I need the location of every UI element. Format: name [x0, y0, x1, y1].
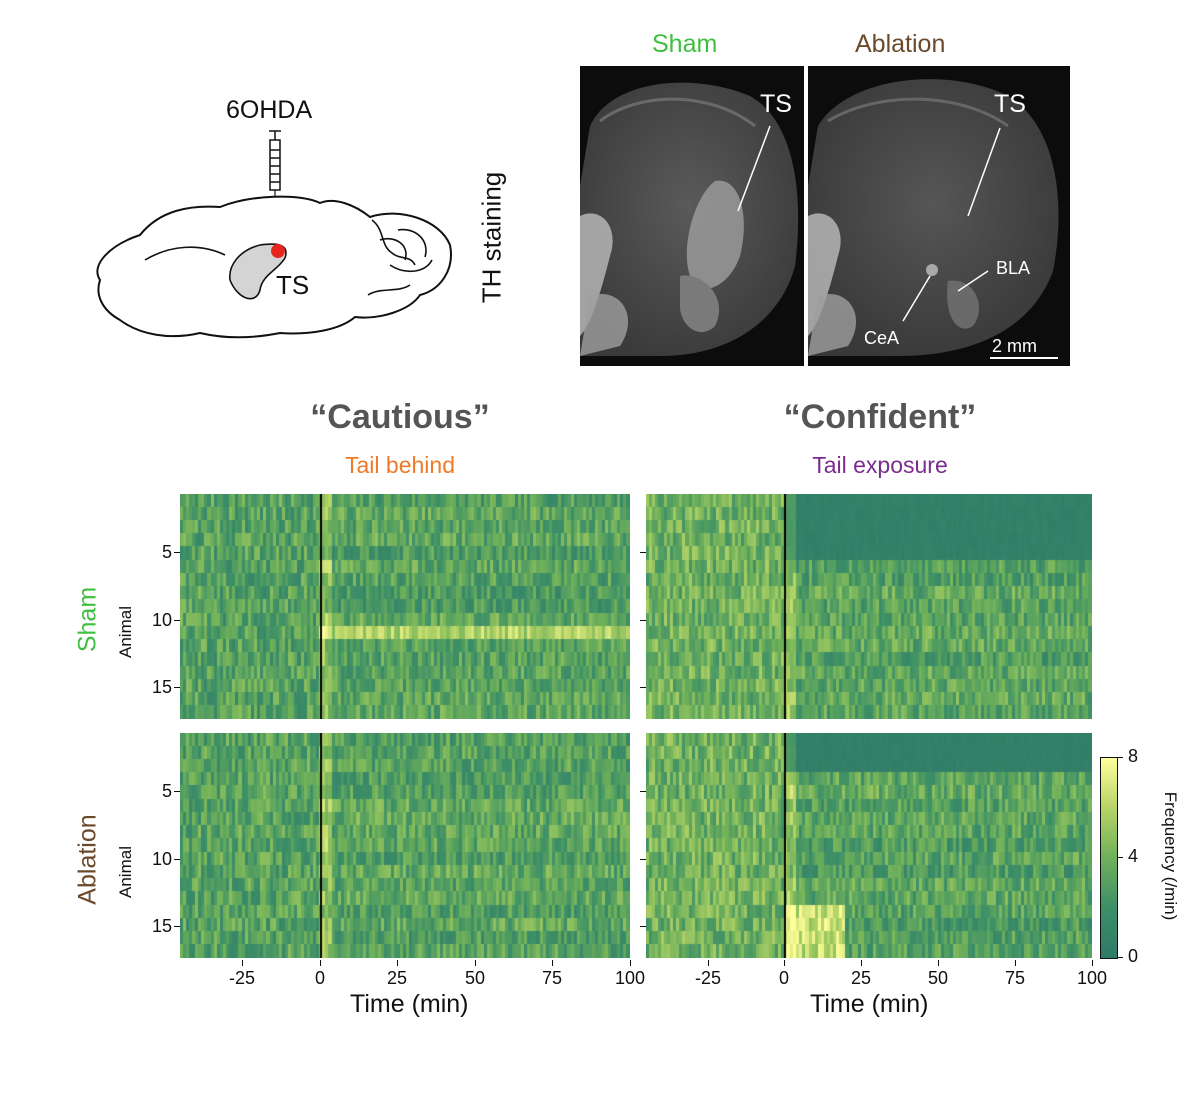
x-tick-label: 100 — [1076, 968, 1108, 988]
x-tick-mark — [784, 960, 785, 966]
colorbar-label: Frequency (/min) — [1161, 791, 1180, 921]
y-tick-mark — [640, 620, 646, 621]
y-tick-label: 15 — [151, 916, 172, 936]
cerebellum-folds — [367, 219, 433, 296]
ts-region — [229, 243, 287, 300]
x-tick-mark — [475, 960, 476, 966]
y-tick-label: 15 — [151, 677, 172, 697]
x-tick-label: 0 — [314, 968, 325, 988]
x-tick-label: 75 — [541, 968, 563, 988]
micrograph-title-sham: Sham — [652, 30, 718, 58]
x-tick-label: 50 — [927, 968, 949, 988]
column-subtitle-tail-exposure: Tail exposure — [812, 452, 948, 478]
y-tick-label: 5 — [161, 542, 172, 562]
colorbar — [1100, 757, 1118, 959]
colorbar-tick-min: 0 — [1128, 946, 1139, 966]
x-tick-label: 25 — [850, 968, 872, 988]
x-tick-label: -25 — [694, 968, 721, 988]
injection-site — [271, 244, 285, 258]
y-tick-mark — [640, 791, 646, 792]
row-label-sham: Sham — [73, 586, 102, 653]
scalebar-label: 2 mm — [992, 336, 1037, 356]
bla-label: BLA — [996, 258, 1031, 278]
micrograph-sham: TS — [580, 66, 804, 366]
x-tick-label: 100 — [614, 968, 646, 988]
y-tick-mark — [174, 620, 180, 621]
micrograph-ablation: TS BLA CeA 2 mm — [808, 66, 1070, 366]
y-tick-mark — [174, 859, 180, 860]
heatmap-sham-tail-exposure — [646, 494, 1092, 719]
row-label-ablation: Ablation — [73, 814, 102, 905]
x-tick-mark — [1015, 960, 1016, 966]
x-tick-label: 25 — [386, 968, 408, 988]
ylabel-animal-ablation: Animal — [116, 846, 135, 898]
column-subtitle-tail-behind: Tail behind — [345, 452, 455, 478]
x-tick-mark — [397, 960, 398, 966]
y-tick-label: 10 — [151, 849, 172, 869]
sagittal-brain-schematic — [96, 130, 452, 339]
x-tick-mark — [552, 960, 553, 966]
x-tick-mark — [242, 960, 243, 966]
x-tick-mark — [861, 960, 862, 966]
y-tick-mark — [174, 791, 180, 792]
x-tick-mark — [708, 960, 709, 966]
y-tick-mark — [640, 926, 646, 927]
xlabel-right: Time (min) — [810, 990, 929, 1018]
cea-label: CeA — [864, 328, 900, 348]
micrograph-title-ablation: Ablation — [855, 30, 946, 58]
ts-region-label: TS — [276, 270, 310, 300]
x-tick-label: 75 — [1004, 968, 1026, 988]
ylabel-animal-sham: Animal — [116, 606, 135, 658]
x-tick-mark — [320, 960, 321, 966]
y-tick-label: 10 — [151, 610, 172, 630]
y-tick-mark — [174, 687, 180, 688]
x-tick-mark — [938, 960, 939, 966]
column-title-cautious: “Cautious” — [310, 398, 490, 436]
colorbar-tick-max: 8 — [1128, 746, 1139, 766]
x-tick-mark — [1092, 960, 1093, 966]
y-tick-mark — [640, 687, 646, 688]
y-tick-mark — [640, 859, 646, 860]
x-tick-mark — [630, 960, 631, 966]
micrograph-ts-label-ablation: TS — [994, 90, 1026, 118]
column-title-confident: “Confident” — [783, 398, 977, 436]
y-tick-mark — [174, 552, 180, 553]
x-tick-label: -25 — [228, 968, 255, 988]
y-tick-mark — [174, 926, 180, 927]
x-tick-label: 50 — [464, 968, 486, 988]
xlabel-left: Time (min) — [350, 990, 469, 1018]
heatmap-sham-tail-behind — [180, 494, 630, 719]
drug-label: 6OHDA — [226, 96, 313, 124]
colorbar-tick-mid: 4 — [1128, 846, 1139, 866]
th-staining-label: TH staining — [476, 171, 507, 304]
micrograph-ts-label-sham: TS — [760, 90, 792, 118]
heatmap-ablation-tail-behind — [180, 733, 630, 958]
x-tick-label: 0 — [778, 968, 789, 988]
y-tick-mark — [640, 552, 646, 553]
heatmap-ablation-tail-exposure — [646, 733, 1092, 958]
y-tick-label: 5 — [161, 781, 172, 801]
